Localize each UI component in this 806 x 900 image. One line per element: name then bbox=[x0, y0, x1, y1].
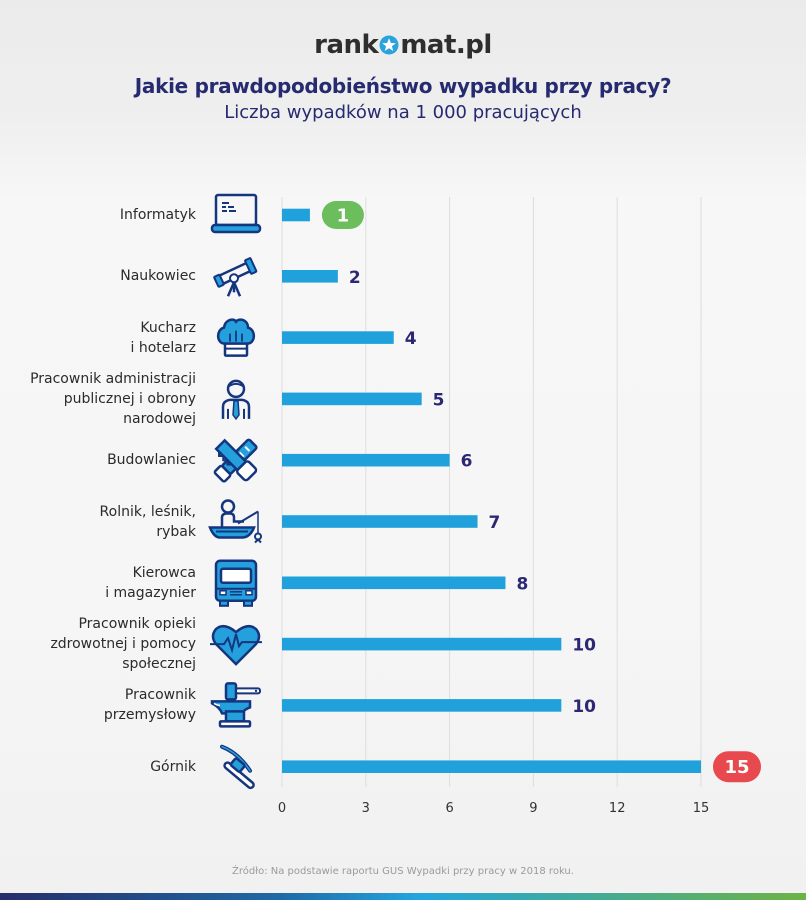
x-tick-label: 3 bbox=[362, 801, 370, 816]
value-label: 7 bbox=[489, 513, 501, 533]
category-label-line: narodowej bbox=[123, 410, 196, 427]
heart-pulse-icon bbox=[210, 624, 262, 666]
value-badge bbox=[713, 751, 761, 783]
value-label: 4 bbox=[405, 329, 417, 349]
category-label-line: przemysłowy bbox=[103, 707, 196, 724]
category-label-line: rybak bbox=[156, 523, 196, 540]
star-circle-icon bbox=[379, 35, 399, 55]
category-label-line: i hotelarz bbox=[130, 339, 196, 356]
category-label-line: społecznej bbox=[122, 656, 196, 673]
value-badge bbox=[321, 201, 364, 229]
category-label: Naukowiec bbox=[0, 266, 196, 286]
category-label: Górnik bbox=[0, 757, 196, 777]
category-label: Pracownik administracji publicznej i obro… bbox=[0, 369, 196, 429]
laptop-icon bbox=[210, 193, 262, 234]
logo-text-end: mat.pl bbox=[400, 30, 492, 60]
source-note: Źródło: Na podstawie raportu GUS Wypadki… bbox=[232, 866, 574, 877]
value-label: 10 bbox=[572, 697, 596, 717]
category-label: Budowlaniec bbox=[0, 450, 196, 470]
value-label: 2 bbox=[349, 268, 361, 288]
category-label: Kierowca i magazynier bbox=[0, 563, 196, 603]
chart-title: Jakie prawdopodobieństwo wypadku przy pr… bbox=[134, 74, 672, 98]
bar bbox=[282, 392, 422, 406]
category-label-line: Kucharz bbox=[140, 319, 196, 336]
official-person-icon bbox=[221, 379, 251, 421]
category-label-line: Pracownik bbox=[124, 687, 196, 704]
value-label: 15 bbox=[724, 757, 749, 778]
bar bbox=[282, 515, 478, 528]
x-tick-label: 6 bbox=[445, 801, 453, 816]
category-label: Informatyk bbox=[0, 205, 196, 225]
bar bbox=[282, 576, 506, 590]
category-label-line: Budowlaniec bbox=[107, 452, 196, 469]
category-label-line: Rolnik, leśnik, bbox=[99, 503, 196, 520]
category-label: Pracownik przemysłowy bbox=[0, 685, 196, 725]
brand-logo: rank mat.pl bbox=[0, 26, 806, 64]
category-label-line: publicznej i obrony bbox=[63, 390, 196, 407]
category-label-line: Kierowca bbox=[132, 564, 196, 581]
category-label: Pracownik opieki zdrowotnej i pomocy społe… bbox=[0, 614, 196, 674]
chart-subtitle: Liczba wypadków na 1 000 pracujących bbox=[224, 102, 582, 123]
category-label-line: Pracownik administracji bbox=[30, 370, 196, 387]
category-label-line: Górnik bbox=[150, 758, 196, 775]
bar bbox=[282, 453, 450, 467]
value-label: 5 bbox=[433, 390, 445, 410]
pickaxe-icon bbox=[220, 744, 255, 790]
category-label: Kucharz i hotelarz bbox=[0, 318, 196, 358]
category-label-line: Pracownik opieki bbox=[78, 616, 196, 633]
value-label: 10 bbox=[572, 636, 596, 656]
x-tick-label: 12 bbox=[609, 801, 626, 816]
bar bbox=[282, 270, 338, 283]
category-label-line: i magazynier bbox=[105, 584, 196, 601]
value-label: 6 bbox=[461, 452, 473, 472]
x-tick-label: 9 bbox=[529, 801, 537, 816]
category-label-line: Naukowiec bbox=[120, 268, 196, 285]
x-tick-label: 15 bbox=[693, 801, 710, 816]
bar bbox=[282, 637, 562, 651]
brand-gradient-bar bbox=[0, 893, 806, 900]
logo-text-start: rank bbox=[314, 30, 379, 60]
anvil-hammer-icon bbox=[210, 682, 261, 728]
value-label: 8 bbox=[516, 574, 528, 594]
bar bbox=[282, 760, 701, 773]
category-label: Rolnik, leśnik, rybak bbox=[0, 502, 196, 542]
x-tick-label: 0 bbox=[278, 801, 286, 816]
value-label: 1 bbox=[337, 206, 350, 227]
telescope-icon bbox=[213, 257, 258, 297]
bar bbox=[282, 331, 394, 344]
bar bbox=[282, 699, 562, 712]
truck-icon bbox=[214, 559, 258, 607]
fisherman-boat-icon bbox=[208, 499, 262, 544]
category-label-line: Informatyk bbox=[119, 207, 196, 223]
category-label-line: zdrowotnej i pomocy bbox=[50, 636, 196, 653]
chef-hat-icon bbox=[216, 318, 256, 357]
bar bbox=[282, 208, 310, 222]
saw-and-tools-icon bbox=[213, 438, 258, 483]
